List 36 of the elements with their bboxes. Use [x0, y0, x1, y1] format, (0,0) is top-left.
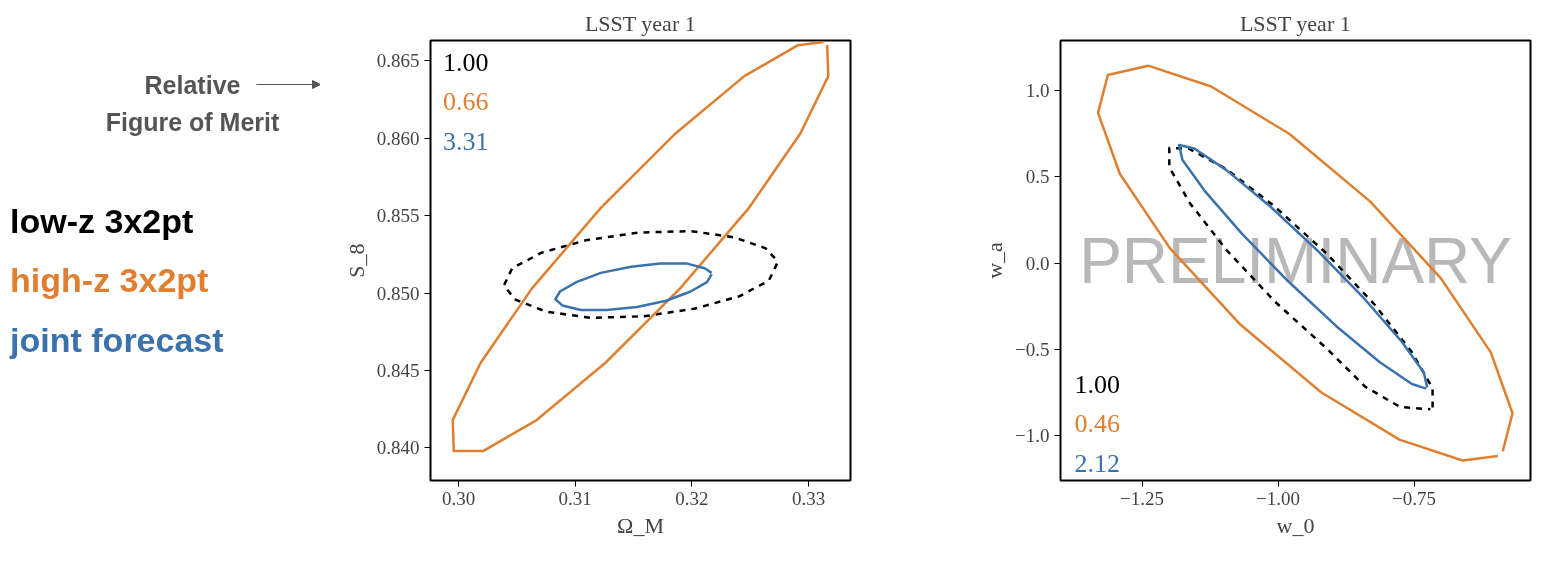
y-tick-label: 0.5 — [1025, 166, 1050, 188]
x-tick-label: −1.25 — [1120, 487, 1165, 509]
text: joint forecast — [9, 320, 224, 359]
text: Relative Figure of Merit — [105, 71, 280, 136]
line-series — [502, 229, 779, 320]
annotation: 1.00 — [443, 47, 489, 77]
text: low-z 3x2pt — [10, 201, 194, 240]
y-tick-label: 1.0 — [1025, 80, 1050, 102]
y-tick-label: −0.5 — [1015, 338, 1050, 360]
y-tick-label: 0.845 — [376, 360, 420, 381]
y-axis-title: S_8 — [343, 243, 369, 278]
annotation: 1.00 — [1074, 369, 1121, 399]
x-axis-title: w_0 — [1276, 512, 1315, 538]
x-tick-label: 0.32 — [675, 487, 709, 509]
x-tick-label: 0.30 — [441, 487, 476, 509]
y-tick-label: 0.855 — [376, 205, 420, 227]
y-tick-label: −1.0 — [1015, 425, 1050, 446]
x-axis-title: Ω_M — [617, 512, 664, 538]
x-tick-label: −1.00 — [1256, 487, 1301, 509]
chart-title: LSST year 1 — [1239, 10, 1351, 36]
chart-title: LSST year 1 — [584, 10, 696, 36]
y-tick-label: 0.860 — [376, 127, 420, 149]
y-tick-label: 0.865 — [376, 50, 420, 72]
y-tick-label: 0.0 — [1025, 252, 1050, 274]
x-tick-label: 0.33 — [791, 487, 826, 509]
y-tick-label: 0.850 — [376, 282, 420, 304]
text: high-z 3x2pt — [10, 261, 209, 300]
annotation: 3.31 — [443, 126, 489, 156]
annotation: 0.46 — [1074, 409, 1121, 439]
x-tick-label: −0.75 — [1392, 487, 1437, 509]
x-tick-label: 0.31 — [558, 487, 592, 509]
y-tick-label: 0.840 — [376, 437, 420, 459]
annotation: 0.66 — [443, 87, 489, 117]
annotation: 2.12 — [1074, 448, 1121, 478]
line-series — [554, 262, 713, 312]
y-axis-title: w_a — [982, 241, 1008, 279]
